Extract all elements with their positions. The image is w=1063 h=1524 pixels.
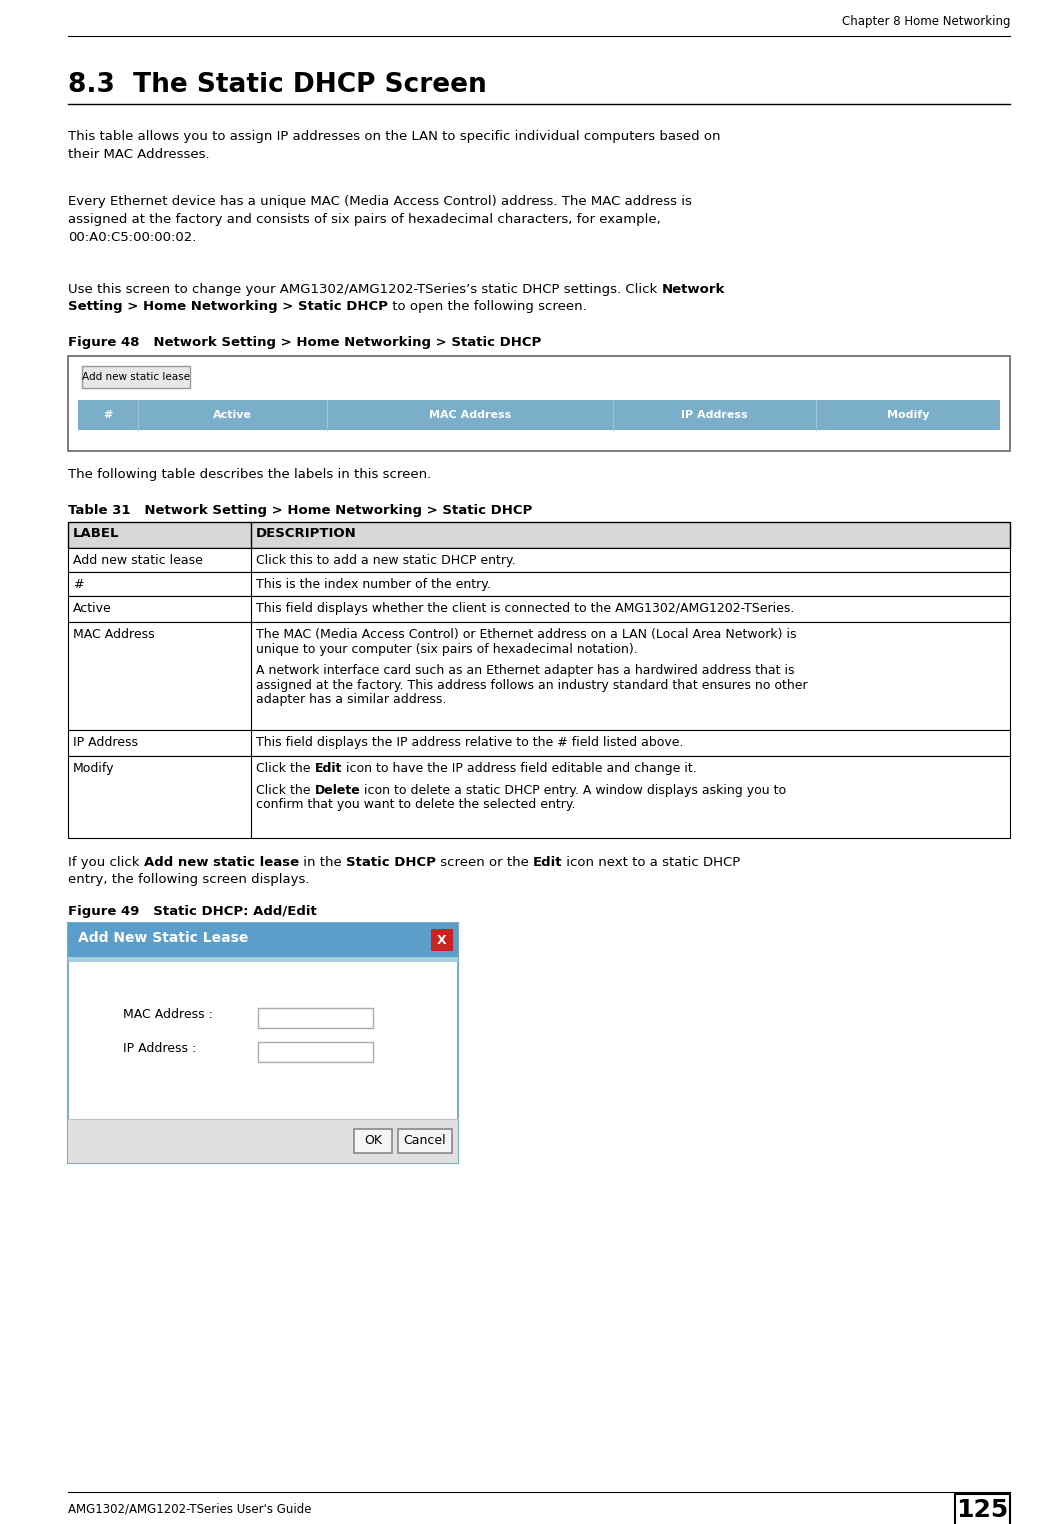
Bar	[68, 756, 1010, 838]
Text: MAC Address: MAC Address	[73, 628, 154, 642]
Text: If you click: If you click	[68, 856, 144, 869]
Text: LABEL: LABEL	[73, 527, 119, 539]
Text: 8.3  The Static DHCP Screen: 8.3 The Static DHCP Screen	[68, 72, 487, 98]
Bar	[68, 596, 1010, 622]
Text: Figure 49   Static DHCP: Add/Edit: Figure 49 Static DHCP: Add/Edit	[68, 905, 317, 917]
Text: to open the following screen.: to open the following screen.	[388, 300, 587, 312]
Text: Figure 48   Network Setting > Home Networking > Static DHCP: Figure 48 Network Setting > Home Network…	[68, 335, 541, 349]
Bar	[68, 957, 458, 962]
Text: Click the: Click the	[256, 762, 315, 776]
Bar	[68, 924, 458, 1163]
Bar	[68, 756, 1010, 838]
Bar	[258, 1007, 373, 1029]
Bar	[68, 596, 1010, 622]
Bar	[68, 523, 1010, 549]
Text: icon to have the IP address field editable and change it.: icon to have the IP address field editab…	[342, 762, 696, 776]
Text: unique to your computer (six pairs of hexadecimal notation).: unique to your computer (six pairs of he…	[256, 643, 638, 655]
Text: OK: OK	[364, 1134, 382, 1148]
Text: Network: Network	[661, 283, 725, 296]
Text: Active: Active	[73, 602, 112, 616]
Text: AMG1302/AMG1202-TSeries User's Guide: AMG1302/AMG1202-TSeries User's Guide	[68, 1503, 311, 1515]
Text: Modify: Modify	[73, 762, 115, 776]
Bar	[68, 622, 1010, 730]
Text: Click the: Click the	[256, 783, 315, 797]
Bar	[68, 549, 1010, 572]
Text: MAC Address: MAC Address	[428, 410, 511, 421]
Text: Add new static lease: Add new static lease	[82, 372, 190, 383]
Text: 125: 125	[957, 1498, 1009, 1522]
Bar	[68, 549, 1010, 572]
Bar	[398, 1129, 452, 1154]
Text: This is the index number of the entry.: This is the index number of the entry.	[256, 578, 491, 591]
Text: Delete: Delete	[315, 783, 360, 797]
Bar	[68, 572, 1010, 596]
Text: Edit: Edit	[315, 762, 342, 776]
Text: screen or the: screen or the	[436, 856, 533, 869]
Text: This table allows you to assign IP addresses on the LAN to specific individual c: This table allows you to assign IP addre…	[68, 130, 721, 162]
Text: in the: in the	[299, 856, 345, 869]
Text: DESCRIPTION: DESCRIPTION	[256, 527, 357, 539]
Text: IP Address: IP Address	[73, 736, 138, 748]
Text: The MAC (Media Access Control) or Ethernet address on a LAN (Local Area Network): The MAC (Media Access Control) or Ethern…	[256, 628, 796, 642]
Bar	[68, 1119, 458, 1163]
Bar	[68, 357, 1010, 451]
Text: X: X	[437, 934, 446, 946]
Text: assigned at the factory. This address follows an industry standard that ensures : assigned at the factory. This address fo…	[256, 678, 808, 692]
Text: A network interface card such as an Ethernet adapter has a hardwired address tha: A network interface card such as an Ethe…	[256, 664, 794, 677]
Bar	[82, 366, 190, 389]
Text: Edit: Edit	[533, 856, 562, 869]
Text: Active: Active	[213, 410, 252, 421]
Text: confirm that you want to delete the selected entry.: confirm that you want to delete the sele…	[256, 799, 575, 811]
Text: Add new static lease: Add new static lease	[73, 555, 203, 567]
Text: Click this to add a new static DHCP entry.: Click this to add a new static DHCP entr…	[256, 555, 516, 567]
Text: IP Address: IP Address	[681, 410, 747, 421]
Text: Every Ethernet device has a unique MAC (Media Access Control) address. The MAC a: Every Ethernet device has a unique MAC (…	[68, 195, 692, 244]
Text: icon to delete a static DHCP entry. A window displays asking you to: icon to delete a static DHCP entry. A wi…	[360, 783, 787, 797]
Text: The following table describes the labels in this screen.: The following table describes the labels…	[68, 468, 432, 482]
Text: Table 31   Network Setting > Home Networking > Static DHCP: Table 31 Network Setting > Home Networki…	[68, 504, 533, 517]
Bar	[68, 523, 1010, 549]
Text: adapter has a similar address.: adapter has a similar address.	[256, 693, 446, 706]
Bar	[258, 1042, 373, 1062]
Bar	[68, 730, 1010, 756]
Text: entry, the following screen displays.: entry, the following screen displays.	[68, 873, 309, 885]
Text: This field displays the IP address relative to the # field listed above.: This field displays the IP address relat…	[256, 736, 684, 748]
Bar	[431, 930, 453, 951]
Text: Static DHCP: Static DHCP	[345, 856, 436, 869]
Text: #: #	[103, 410, 113, 421]
Text: #: #	[73, 578, 84, 591]
Text: icon next to a static DHCP: icon next to a static DHCP	[562, 856, 741, 869]
Bar	[955, 1494, 1010, 1524]
Text: Chapter 8 Home Networking: Chapter 8 Home Networking	[842, 15, 1010, 27]
Text: Add New Static Lease: Add New Static Lease	[78, 931, 249, 945]
Bar	[68, 622, 1010, 730]
Text: Add new static lease: Add new static lease	[144, 856, 299, 869]
Text: Cancel: Cancel	[404, 1134, 446, 1148]
Bar	[68, 572, 1010, 596]
Bar	[68, 730, 1010, 756]
Text: Use this screen to change your AMG1302/AMG1202-TSeries’s static DHCP settings. C: Use this screen to change your AMG1302/A…	[68, 283, 661, 296]
Text: This field displays whether the client is connected to the AMG1302/AMG1202-TSeri: This field displays whether the client i…	[256, 602, 794, 616]
Text: MAC Address :: MAC Address :	[123, 1007, 213, 1021]
Text: IP Address :: IP Address :	[123, 1042, 197, 1055]
Text: Setting > Home Networking > Static DHCP: Setting > Home Networking > Static DHCP	[68, 300, 388, 312]
Bar	[354, 1129, 392, 1154]
Bar	[68, 924, 458, 957]
Bar	[78, 399, 1000, 430]
Text: Modify: Modify	[887, 410, 929, 421]
